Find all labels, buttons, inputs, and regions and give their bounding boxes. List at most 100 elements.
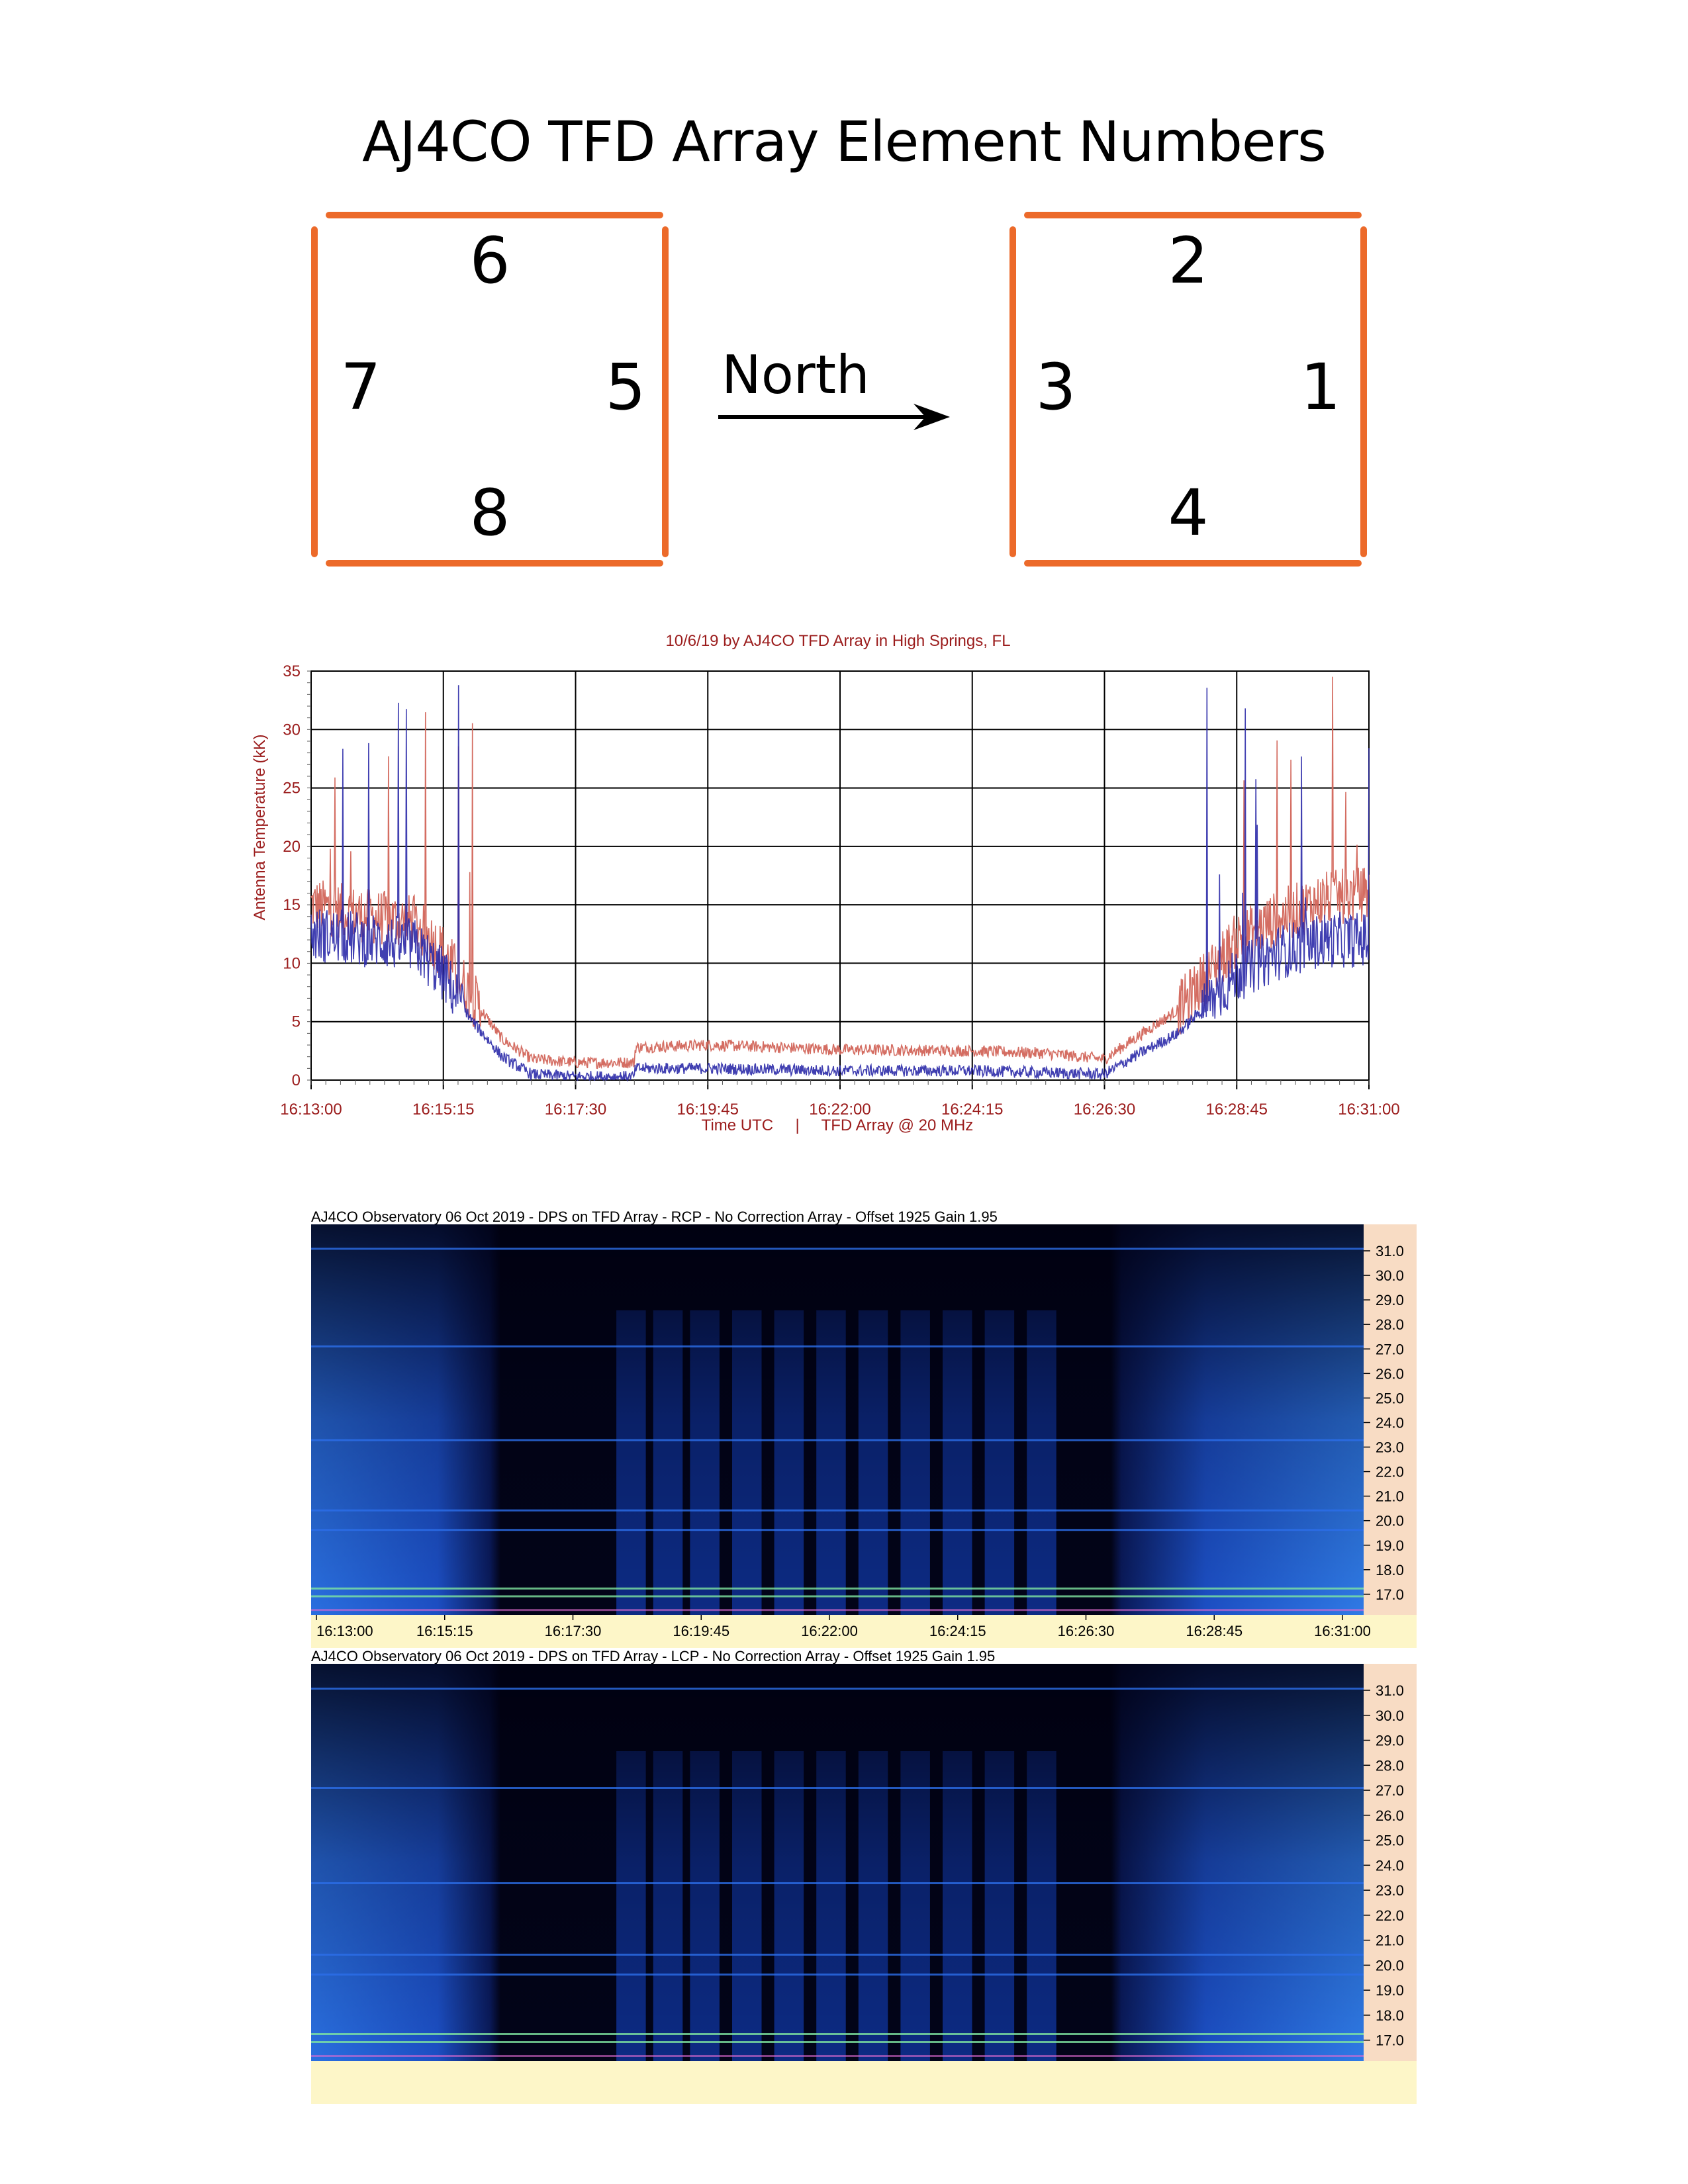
y-tick-label: 30 [283, 721, 301, 739]
interference-line [311, 1595, 1364, 1598]
north-arrow [718, 404, 950, 430]
x-tick-label: 16:15:15 [412, 1101, 474, 1118]
left-box-right-edge [662, 226, 669, 557]
frequency-label: 18.0 [1376, 2007, 1404, 2024]
element-4: 4 [1168, 476, 1209, 550]
frequency-label: 24.0 [1376, 1414, 1404, 1431]
frequency-label: 31.0 [1376, 1243, 1404, 1259]
frequency-label: 27.0 [1376, 1782, 1404, 1799]
y-tick-label: 35 [283, 662, 301, 680]
y-tick-label: 15 [283, 896, 301, 914]
frequency-label: 19.0 [1376, 1537, 1404, 1554]
y-tick-label: 20 [283, 838, 301, 856]
time-label: 16:22:00 [801, 1623, 858, 1639]
diagram-title: AJ4CO TFD Array Element Numbers [362, 109, 1327, 174]
series-red-line [310, 676, 1370, 1069]
interference-line [311, 1509, 1364, 1512]
frequency-label: 18.0 [1376, 1562, 1404, 1578]
time-label: 16:19:45 [673, 1623, 729, 1639]
frequency-label: 17.0 [1376, 2032, 1404, 2049]
frequency-label: 19.0 [1376, 1982, 1404, 1999]
frequency-label: 20.0 [1376, 1513, 1404, 1529]
right-array-box: 2 3 1 4 [1009, 212, 1367, 569]
time-label: 16:15:15 [416, 1623, 473, 1639]
time-label: 16:17:30 [545, 1623, 602, 1639]
element-7: 7 [340, 350, 381, 424]
right-box-left-edge [1009, 226, 1016, 557]
frequency-label: 21.0 [1376, 1488, 1404, 1505]
frequency-label: 23.0 [1376, 1439, 1404, 1456]
y-tick-label: 0 [292, 1071, 301, 1089]
interference-line [311, 2055, 1364, 2057]
left-array-box: 6 7 5 8 [311, 212, 669, 569]
x-tick-label: 16:19:45 [677, 1101, 739, 1118]
waterfall-lcp-header: AJ4CO Observatory 06 Oct 2019 - DPS on T… [311, 1648, 996, 1664]
frequency-label: 31.0 [1376, 1682, 1404, 1699]
interference-line [311, 1609, 1364, 1612]
element-5: 5 [605, 350, 646, 424]
frequency-label: 28.0 [1376, 1316, 1404, 1333]
interference-line [311, 1439, 1364, 1441]
interference-line [311, 1882, 1364, 1884]
waterfall-rcp: 31.0 30.0 29.0 28.0 27.0 26.0 25.0 24.0 23.0 22.0… [311, 1224, 1417, 1648]
north-label: North [722, 344, 870, 406]
waterfall-shading [311, 1224, 1364, 1615]
frequency-axis-panel [1364, 1224, 1417, 1615]
frequency-label: 30.0 [1376, 1267, 1404, 1284]
left-box-left-edge [311, 226, 318, 557]
x-tick-label: 16:31:00 [1338, 1101, 1399, 1118]
x-tick-label: 16:24:15 [941, 1101, 1003, 1118]
chart-series [310, 676, 1370, 1082]
x-tick-label: 16:26:30 [1074, 1101, 1135, 1118]
waterfall-rcp-header: AJ4CO Observatory 06 Oct 2019 - DPS on T… [311, 1208, 998, 1225]
element-3: 3 [1035, 350, 1076, 424]
interference-line [311, 1688, 1364, 1690]
interference-line [311, 1787, 1364, 1789]
frequency-label: 17.0 [1376, 1586, 1404, 1603]
frequency-axis-panel [1364, 1664, 1417, 2061]
chart-title: 10/6/19 by AJ4CO TFD Array in High Sprin… [665, 632, 1010, 650]
waterfall-shading [311, 1664, 1364, 2061]
frequency-label: 22.0 [1376, 1464, 1404, 1480]
element-6: 6 [469, 224, 510, 298]
frequency-label: 27.0 [1376, 1341, 1404, 1357]
interference-line [311, 1529, 1364, 1531]
y-tick-label: 25 [283, 780, 301, 797]
x-axis-label: Time UTC | TFD Array @ 20 MHz [702, 1116, 974, 1134]
frequency-label: 24.0 [1376, 1857, 1404, 1874]
time-label: 16:28:45 [1186, 1623, 1243, 1639]
interference-line [311, 1587, 1364, 1590]
series-blue-line [310, 685, 1370, 1082]
frequency-label: 29.0 [1376, 1733, 1404, 1749]
antenna-temperature-chart: 10/6/19 by AJ4CO TFD Array in High Sprin… [251, 632, 1400, 1134]
frequency-label: 22.0 [1376, 1907, 1404, 1924]
right-box-bottom-edge [1024, 560, 1362, 567]
right-box-right-edge [1360, 226, 1367, 557]
y-tick-label: 5 [292, 1013, 301, 1031]
frequency-label: 30.0 [1376, 1707, 1404, 1724]
x-tick-label: 16:17:30 [545, 1101, 606, 1118]
interference-line [311, 2041, 1364, 2043]
x-tick-label: 16:22:00 [809, 1101, 870, 1118]
y-axis-label: Antenna Temperature (kK) [251, 734, 269, 920]
time-label: 16:26:30 [1058, 1623, 1115, 1639]
y-tick-label: 10 [283, 954, 301, 972]
chart-ticks: 0 5 10 15 20 25 30 35 16:13:00 16:15:15 16:17:30 16… [280, 662, 1399, 1118]
frequency-label: 23.0 [1376, 1882, 1404, 1899]
x-tick-label: 16:28:45 [1206, 1101, 1268, 1118]
left-box-top-edge [326, 212, 663, 218]
frequency-label: 26.0 [1376, 1365, 1404, 1382]
frequency-label: 25.0 [1376, 1833, 1404, 1849]
frequency-label: 21.0 [1376, 1933, 1404, 1949]
time-axis-strip [311, 1615, 1417, 1648]
interference-line [311, 1345, 1364, 1347]
element-8: 8 [469, 476, 510, 550]
frequency-label: 29.0 [1376, 1292, 1404, 1308]
time-axis-strip [311, 2061, 1417, 2104]
interference-line [311, 1954, 1364, 1956]
element-1: 1 [1300, 350, 1341, 424]
chart-grid [310, 670, 1370, 1089]
time-label: 16:13:00 [316, 1623, 373, 1639]
frequency-label: 25.0 [1376, 1390, 1404, 1406]
left-box-bottom-edge [326, 560, 663, 567]
